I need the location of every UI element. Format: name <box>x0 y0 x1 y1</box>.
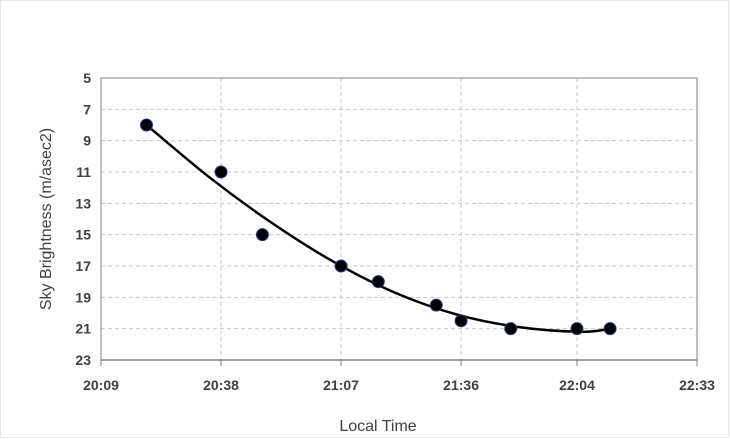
y-tick-label: 19 <box>75 289 91 305</box>
y-tick-labels: 5 7 9 11 13 15 17 19 21 23 <box>75 70 91 368</box>
x-tick-label: 21:07 <box>323 377 359 393</box>
y-tick-label: 17 <box>75 258 91 274</box>
y-tick-label: 13 <box>75 195 91 211</box>
data-point <box>570 322 584 336</box>
data-point <box>603 322 617 336</box>
y-axis-title: Sky Brightness (m/asec2) <box>38 128 55 310</box>
y-tick-label: 5 <box>83 70 91 86</box>
x-tick-label: 20:38 <box>203 377 239 393</box>
trendline-path <box>145 124 611 334</box>
axes <box>100 77 698 366</box>
y-tick-label: 15 <box>75 227 91 243</box>
y-tick-label: 23 <box>75 352 91 368</box>
x-tick-labels: 20:09 20:38 21:07 21:36 22:04 22:33 <box>83 377 715 393</box>
x-tick-label: 22:33 <box>679 377 715 393</box>
data-point <box>371 275 385 289</box>
x-tick-label: 20:09 <box>83 377 119 393</box>
data-point <box>504 322 518 336</box>
data-point <box>255 228 269 242</box>
trendline <box>145 124 611 334</box>
y-tick-label: 9 <box>83 133 91 149</box>
data-points <box>140 118 617 336</box>
x-axis-title: Local Time <box>339 418 416 435</box>
y-tick-label: 21 <box>75 321 91 337</box>
x-tick-label: 21:36 <box>443 377 479 393</box>
y-tick-label: 11 <box>76 164 91 180</box>
data-point <box>454 314 468 328</box>
data-point <box>334 259 348 273</box>
grid-lines <box>101 78 697 360</box>
y-tick-label: 7 <box>83 101 91 117</box>
x-tick-label: 22:04 <box>559 377 595 393</box>
plot-border <box>100 77 698 361</box>
data-point <box>429 298 443 312</box>
data-point <box>214 165 228 179</box>
data-point <box>140 118 154 132</box>
